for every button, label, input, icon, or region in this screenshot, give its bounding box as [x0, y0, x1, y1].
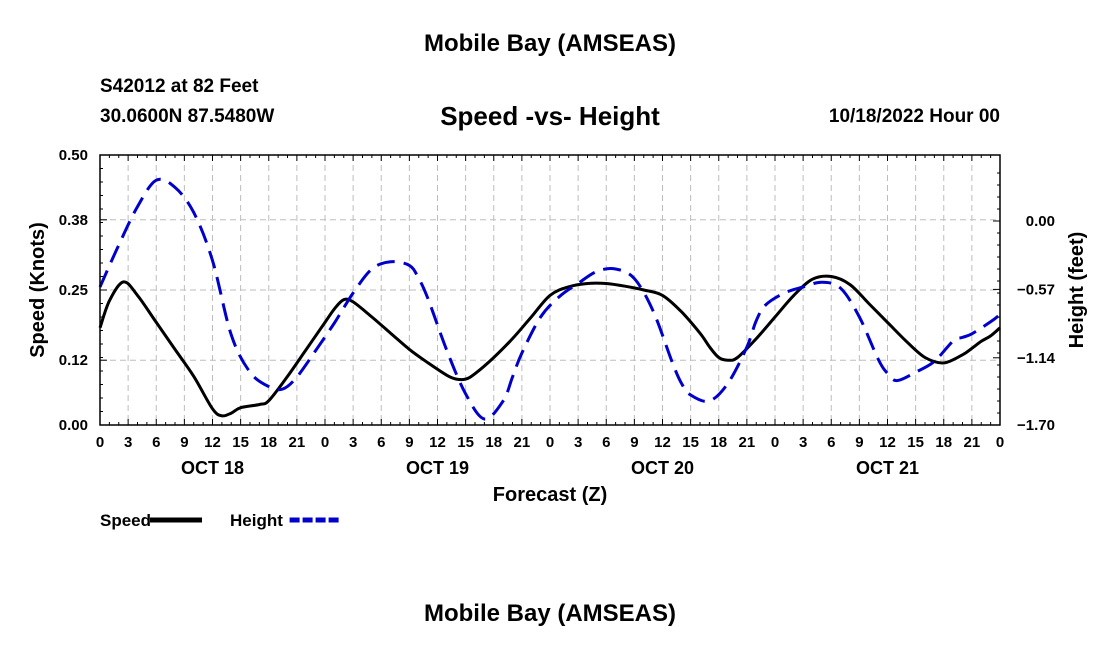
y-tick-label: 0.12 — [59, 352, 88, 369]
series-lines — [98, 177, 1001, 421]
chart-bottom-title: Mobile Bay (AMSEAS) — [423, 600, 677, 627]
x-axis-title: Forecast (Z) — [493, 484, 607, 506]
chart-main-title: Mobile Bay (AMSEAS) — [423, 30, 677, 57]
day-label: OCT 18 — [181, 458, 244, 478]
x-tick-label: 15 — [907, 434, 924, 451]
series-line-speed — [98, 274, 1001, 418]
x-tick-label: 12 — [879, 434, 896, 451]
x-tick-label: 15 — [457, 434, 474, 451]
x-tick-label: 3 — [799, 434, 807, 451]
x-tick-label: 3 — [124, 434, 132, 451]
x-tick-label: 6 — [827, 434, 835, 451]
y2-axis-title: Height (feet) — [1066, 232, 1088, 349]
y2-tick-label: 0.00 — [1026, 213, 1055, 230]
axes-ticks — [99, 154, 1001, 426]
y2-tick-label: −1.70 — [1017, 417, 1055, 434]
x-tick-label: 6 — [602, 434, 610, 451]
y-tick-label: 0.00 — [59, 417, 88, 434]
x-tick-label: 9 — [630, 434, 638, 451]
x-tick-label: 15 — [232, 434, 249, 451]
forecast-datetime: 10/18/2022 Hour 00 — [828, 106, 1000, 127]
x-tick-label: 18 — [710, 434, 727, 451]
day-label: OCT 20 — [631, 458, 694, 478]
legend-label-height: Height — [230, 511, 283, 530]
station-coordinates: 30.0600N 87.5480W — [100, 106, 275, 127]
x-tick-label: 12 — [654, 434, 671, 451]
series-line-height — [98, 177, 1001, 421]
x-tick-label: 9 — [855, 434, 863, 451]
x-tick-label: 6 — [377, 434, 385, 451]
y-axis-title: Speed (Knots) — [27, 222, 49, 358]
x-tick-label: 18 — [260, 434, 277, 451]
x-tick-label: 21 — [964, 434, 981, 451]
x-tick-label: 0 — [546, 434, 554, 451]
x-tick-label: 9 — [405, 434, 413, 451]
grid-lines — [100, 155, 1000, 425]
x-tick-label: 3 — [349, 434, 357, 451]
x-tick-label: 18 — [485, 434, 502, 451]
day-label: OCT 19 — [406, 458, 469, 478]
x-tick-label: 21 — [514, 434, 531, 451]
x-tick-label: 21 — [289, 434, 306, 451]
y2-tick-label: −1.14 — [1017, 350, 1056, 367]
station-label: S42012 at 82 Feet — [100, 76, 259, 97]
x-tick-label: 15 — [682, 434, 699, 451]
x-tick-label: 6 — [152, 434, 160, 451]
x-tick-label: 12 — [429, 434, 446, 451]
x-tick-label: 0 — [321, 434, 329, 451]
x-tick-label: 9 — [180, 434, 188, 451]
chart-subtitle: Speed -vs- Height — [440, 101, 660, 131]
axis-labels: 0 3 6 9 12 15 18 21 0 3 6 9 12 15 18 21 0 3 6 9 12 15 18 21 0 3 6 9… — [27, 147, 1088, 506]
y-tick-label: 0.50 — [59, 147, 88, 164]
legend: Speed Height — [100, 511, 342, 530]
x-tick-label: 12 — [204, 434, 221, 451]
legend-label-speed: Speed — [100, 511, 151, 530]
x-tick-label: 18 — [935, 434, 952, 451]
x-tick-label: 21 — [739, 434, 756, 451]
x-tick-label: 0 — [771, 434, 779, 451]
x-tick-label: 0 — [996, 434, 1004, 451]
y-tick-label: 0.38 — [59, 212, 88, 229]
x-tick-label: 3 — [574, 434, 582, 451]
day-label: OCT 21 — [856, 458, 919, 478]
y2-tick-label: −0.57 — [1017, 281, 1055, 298]
x-tick-label: 0 — [96, 434, 104, 451]
y-tick-label: 0.25 — [59, 282, 88, 299]
